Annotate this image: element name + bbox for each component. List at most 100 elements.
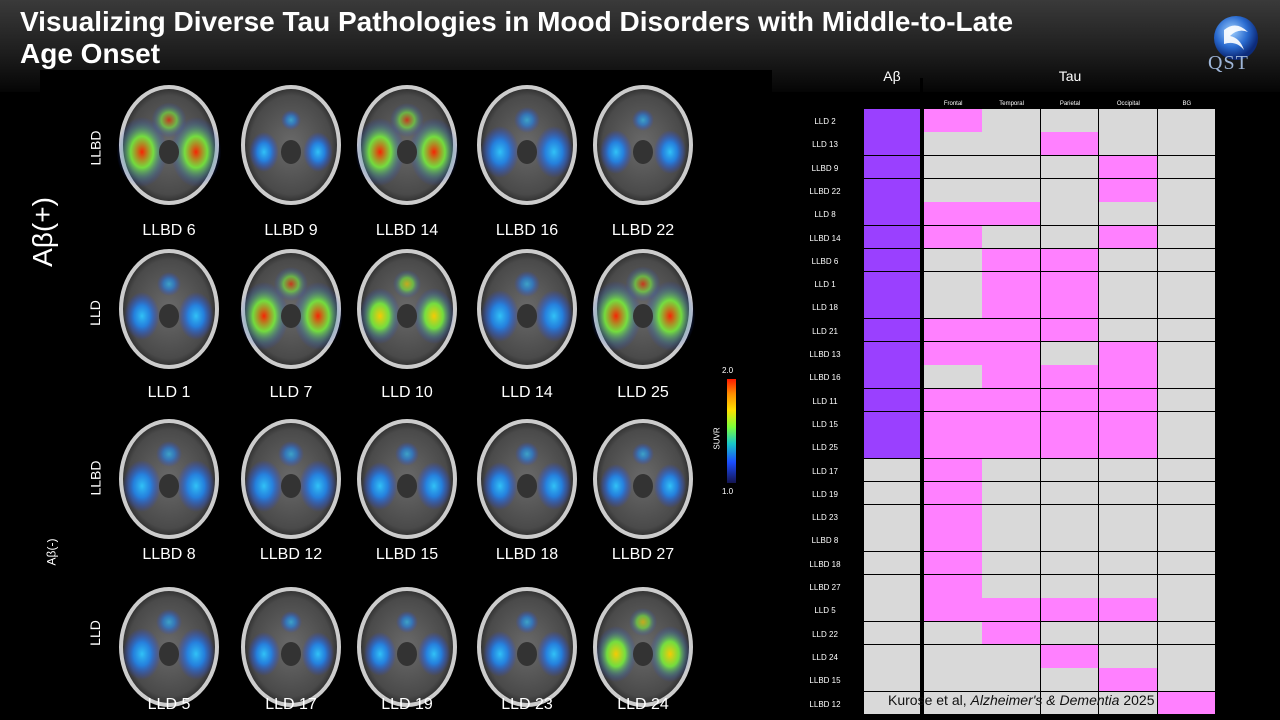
scan-label: LLD 5 <box>147 696 191 713</box>
subject-label: LLBD 22 <box>809 186 841 196</box>
suvr-colorbar <box>727 379 736 483</box>
tau-cell <box>982 365 1040 388</box>
amyloid-cell <box>864 668 920 691</box>
amyloid-cell <box>864 318 920 342</box>
scan-label: LLBD 27 <box>611 546 675 563</box>
tau-cell <box>1099 528 1157 552</box>
brain-scan-image <box>472 582 582 712</box>
tau-region-label: Parietal <box>1059 101 1081 107</box>
tau-cell <box>1157 435 1216 458</box>
tau-cell <box>1099 481 1157 505</box>
tau-cell <box>1157 505 1216 528</box>
citation-year: 2025 <box>1119 692 1155 708</box>
tau-cell <box>982 318 1040 342</box>
amyloid-cell <box>864 528 920 552</box>
tau-region-label: Frontal <box>943 101 963 107</box>
amyloid-cell <box>864 202 920 225</box>
tau-cell <box>924 528 982 552</box>
brain-scan-image <box>352 582 462 712</box>
subject-label: LLD 23 <box>812 513 838 523</box>
amyloid-cell <box>864 598 920 621</box>
colorbar-min: 1.0 <box>722 487 734 496</box>
tau-cell <box>1099 155 1157 179</box>
scan-label: LLBD 12 <box>259 546 323 563</box>
amyloid-cell <box>864 691 920 715</box>
subject-label: LLD 24 <box>812 652 838 662</box>
tau-cell <box>1157 575 1216 598</box>
tau-cell <box>924 109 982 132</box>
tau-cell <box>924 132 982 155</box>
tau-cell <box>1040 272 1099 295</box>
subject-label: LLD 11 <box>812 396 838 406</box>
tau-cell <box>1157 248 1216 272</box>
tau-cell <box>1157 109 1216 132</box>
scan-label: LLD 1 <box>147 384 191 401</box>
tau-cell <box>924 411 982 435</box>
tau-cell <box>924 388 982 412</box>
tau-cell <box>1157 621 1216 645</box>
tau-cell <box>1040 691 1099 715</box>
tau-cell <box>982 644 1040 668</box>
tau-cell <box>1157 691 1216 715</box>
scan-label: LLBD 16 <box>495 222 559 239</box>
amyloid-cell <box>864 388 920 412</box>
brain-scan-image <box>472 414 582 544</box>
tau-cell <box>924 644 982 668</box>
amyloid-cell <box>864 458 920 482</box>
tau-cell <box>1040 155 1099 179</box>
tau-cell <box>1040 109 1099 132</box>
tau-cell <box>924 272 982 295</box>
tau-cell <box>982 528 1040 552</box>
tau-cell <box>1157 388 1216 412</box>
tau-cell <box>924 225 982 249</box>
tau-cell <box>1157 295 1216 319</box>
amyloid-cell <box>864 342 920 365</box>
tau-cell <box>982 668 1040 691</box>
tau-cell <box>924 598 982 621</box>
subject-label: LLBD 13 <box>809 350 841 359</box>
citation-journal: Alzheimer's & Dementia <box>970 692 1120 708</box>
subject-label: LLD 21 <box>812 326 838 336</box>
subject-label: LLBD 27 <box>809 583 841 592</box>
brain-scan-image <box>352 414 462 544</box>
tau-cell <box>1157 318 1216 342</box>
page-title: Visualizing Diverse Tau Pathologies in M… <box>20 6 1014 69</box>
tau-cell <box>1157 155 1216 179</box>
scan-label: LLD 19 <box>381 696 433 713</box>
colorbar-max: 2.0 <box>722 366 734 375</box>
tau-cell <box>1099 598 1157 621</box>
tau-cell <box>982 481 1040 505</box>
tau-cell <box>982 691 1040 715</box>
tau-cell <box>1099 109 1157 132</box>
tau-cell <box>1099 388 1157 412</box>
tau-cell <box>1040 551 1099 575</box>
tau-cell <box>924 435 982 458</box>
tau-cell <box>1157 458 1216 482</box>
amyloid-cell <box>864 481 920 505</box>
tau-cell <box>1157 132 1216 155</box>
tau-cell <box>982 342 1040 365</box>
tau-cell <box>1099 225 1157 249</box>
brain-scan-image <box>588 582 698 712</box>
tau-cell <box>1040 202 1099 225</box>
tau-cell <box>1040 598 1099 621</box>
subject-label: LLD 19 <box>812 489 838 499</box>
tau-cell <box>924 248 982 272</box>
brain-scan-image <box>588 244 698 374</box>
tau-cell <box>982 388 1040 412</box>
amyloid-cell <box>864 435 920 458</box>
subject-label: LLD 15 <box>812 419 838 429</box>
tau-cell <box>1040 644 1099 668</box>
amyloid-cell <box>864 365 920 388</box>
tau-cell <box>982 458 1040 482</box>
tau-cell <box>982 505 1040 528</box>
scan-label: LLD 25 <box>617 384 669 401</box>
amyloid-cell <box>864 644 920 668</box>
amyloid-cell <box>864 272 920 295</box>
tau-cell <box>982 551 1040 575</box>
tau-cell <box>1099 668 1157 691</box>
tau-cell <box>1099 272 1157 295</box>
tau-cell <box>1040 178 1099 202</box>
tau-cell <box>1099 295 1157 319</box>
tau-cell <box>924 342 982 365</box>
